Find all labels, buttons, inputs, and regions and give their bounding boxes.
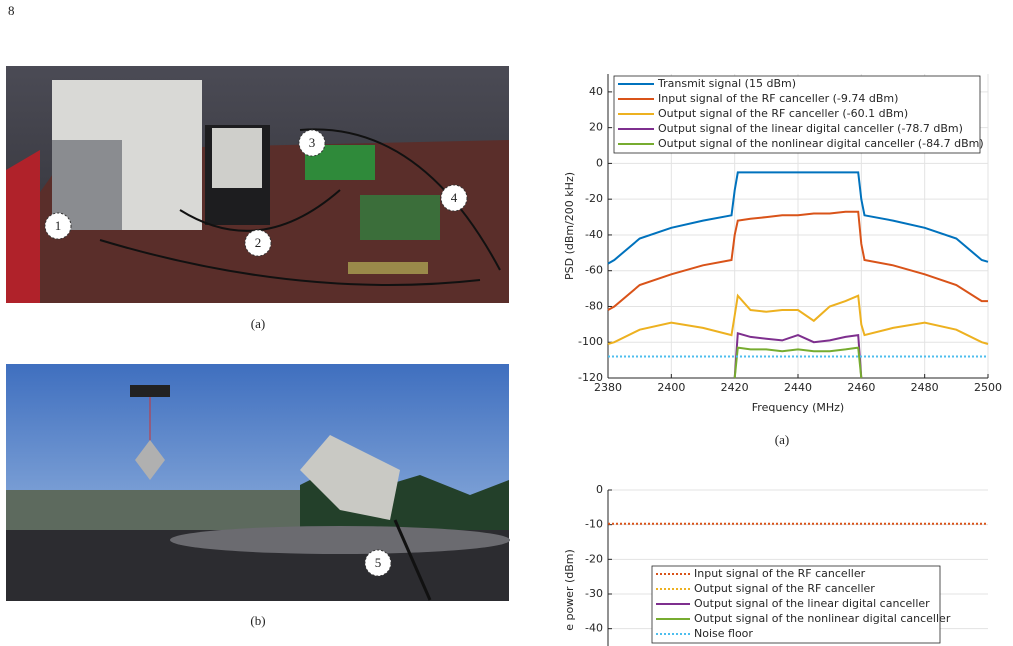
legend-box	[613, 75, 981, 154]
legend-label: Output signal of the linear digital canc…	[658, 122, 963, 135]
y-tick-label: -80	[585, 299, 603, 312]
legend-label: Output signal of the RF canceller (-60.1…	[658, 107, 908, 120]
x-tick-label: 2380	[594, 381, 622, 394]
legend-label: Output signal of the RF canceller	[694, 582, 875, 595]
data-line	[607, 293, 989, 345]
y-axis-label: PSD (dBm/200 kHz)	[563, 172, 576, 280]
y-tick-label: -20	[585, 552, 603, 565]
y-tick-label: -100	[578, 335, 603, 348]
y-tick-label: -20	[585, 192, 603, 205]
data-line	[607, 171, 989, 265]
photo-label-circle	[364, 549, 392, 577]
y-tick-label: 0	[596, 483, 603, 496]
data-line	[607, 210, 988, 311]
chart-caption: (a)	[775, 432, 789, 447]
y-tick-label: -120	[578, 371, 603, 384]
photo-label: 2	[255, 235, 262, 250]
data-line	[733, 346, 863, 379]
y-tick-label: -40	[585, 228, 603, 241]
photo-labels-a: 1 2 3 4	[44, 129, 468, 257]
legend-label: Noise floor	[694, 627, 753, 640]
legend-label: Output signal of the nonlinear digital c…	[658, 137, 984, 150]
page-number: 8	[8, 3, 15, 18]
legend-label: Input signal of the RF canceller	[694, 567, 866, 580]
data-line	[733, 332, 863, 379]
y-tick-label: -30	[585, 587, 603, 600]
legend-label: Output signal of the nonlinear digital c…	[694, 612, 951, 625]
photo-lab-setup	[6, 66, 509, 303]
x-tick-label: 2440	[784, 381, 812, 394]
photo-rooftop	[6, 364, 510, 601]
photo-label: 1	[55, 218, 62, 233]
legend-label: Transmit signal (15 dBm)	[657, 77, 796, 90]
photo-label: 5	[375, 555, 382, 570]
legend-label: Input signal of the RF canceller (-9.74 …	[658, 92, 898, 105]
x-tick-label: 2400	[657, 381, 685, 394]
y-tick-label: -40	[585, 622, 603, 635]
x-axis-label: Frequency (MHz)	[752, 401, 844, 414]
legend-label: Output signal of the linear digital canc…	[694, 597, 930, 610]
photo-label: 3	[309, 135, 316, 150]
y-tick-label: 40	[589, 85, 603, 98]
y-tick-label: 0	[596, 156, 603, 169]
legend-box	[651, 565, 941, 644]
x-tick-label: 2500	[974, 381, 1002, 394]
photo-caption: (a)	[251, 316, 265, 331]
photo-caption: (b)	[250, 613, 265, 628]
photo-label: 4	[451, 190, 458, 205]
y-tick-label: -10	[585, 518, 603, 531]
x-tick-label: 2480	[911, 381, 939, 394]
x-tick-label: 2460	[847, 381, 875, 394]
x-tick-label: 2420	[721, 381, 749, 394]
y-axis-label: e power (dBm)	[563, 549, 576, 631]
y-tick-label: 20	[589, 121, 603, 134]
y-tick-label: -60	[585, 264, 603, 277]
